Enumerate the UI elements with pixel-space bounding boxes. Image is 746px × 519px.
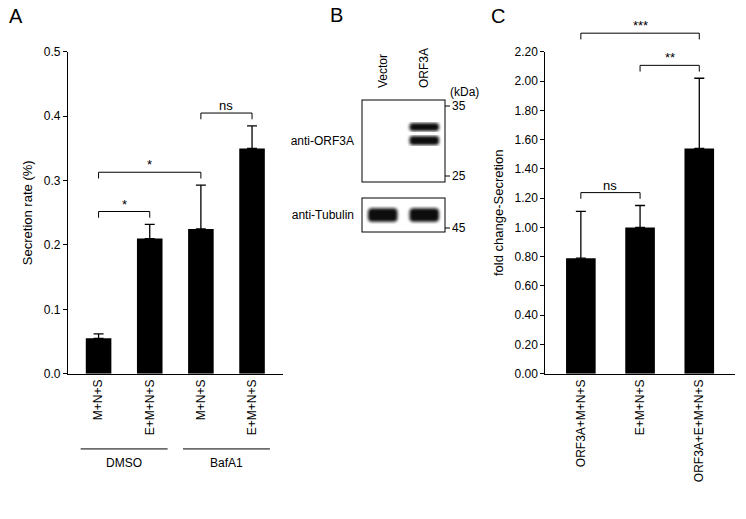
svg-text:1.00: 1.00	[515, 221, 539, 235]
svg-text:ORF3A+M+N+S: ORF3A+M+N+S	[574, 379, 588, 467]
svg-text:2.20: 2.20	[515, 45, 539, 59]
svg-text:M+N+S: M+N+S	[194, 379, 208, 420]
svg-text:0.80: 0.80	[515, 250, 539, 264]
svg-text:35: 35	[452, 99, 466, 113]
svg-text:25: 25	[452, 169, 466, 183]
svg-text:B: B	[330, 4, 343, 26]
svg-text:0.3: 0.3	[44, 174, 61, 188]
svg-text:0.40: 0.40	[515, 308, 539, 322]
svg-text:0.0: 0.0	[44, 367, 61, 381]
svg-text:E+M+N+S: E+M+N+S	[245, 379, 259, 435]
svg-text:0.5: 0.5	[44, 45, 61, 59]
svg-text:ORF3A: ORF3A	[417, 48, 431, 88]
svg-text:fold change-Secretion: fold change-Secretion	[491, 150, 506, 276]
svg-text:A: A	[9, 5, 23, 27]
svg-text:1.80: 1.80	[515, 104, 539, 118]
svg-text:BafA1: BafA1	[210, 456, 243, 470]
svg-text:*: *	[122, 197, 127, 212]
svg-text:45: 45	[452, 221, 466, 235]
svg-text:DMSO: DMSO	[106, 456, 142, 470]
svg-text:0.4: 0.4	[44, 109, 61, 123]
svg-text:1.40: 1.40	[515, 162, 539, 176]
svg-text:ORF3A+E+M+N+S: ORF3A+E+M+N+S	[692, 379, 706, 482]
svg-text:Secretion rate (%): Secretion rate (%)	[20, 160, 35, 265]
svg-text:0.20: 0.20	[515, 338, 539, 352]
svg-text:Vector: Vector	[376, 54, 390, 88]
svg-text:2.00: 2.00	[515, 74, 539, 88]
svg-text:anti-ORF3A: anti-ORF3A	[291, 134, 354, 148]
svg-text:**: **	[665, 50, 675, 65]
svg-text:E+M+N+S: E+M+N+S	[633, 379, 647, 435]
svg-text:ns: ns	[603, 178, 617, 193]
svg-text:***: ***	[633, 18, 648, 33]
svg-text:M+N+S: M+N+S	[91, 379, 105, 420]
svg-text:*: *	[147, 157, 152, 172]
svg-text:0.1: 0.1	[44, 303, 61, 317]
svg-text:ns: ns	[219, 98, 233, 113]
svg-text:1.60: 1.60	[515, 133, 539, 147]
svg-text:E+M+N+S: E+M+N+S	[143, 379, 157, 435]
svg-text:(kDa): (kDa)	[450, 85, 479, 99]
svg-text:anti-Tubulin: anti-Tubulin	[292, 208, 354, 222]
svg-text:C: C	[491, 5, 505, 27]
svg-text:0.60: 0.60	[515, 279, 539, 293]
svg-text:0.2: 0.2	[44, 238, 61, 252]
svg-text:1.20: 1.20	[515, 191, 539, 205]
svg-text:0.00: 0.00	[515, 367, 539, 381]
